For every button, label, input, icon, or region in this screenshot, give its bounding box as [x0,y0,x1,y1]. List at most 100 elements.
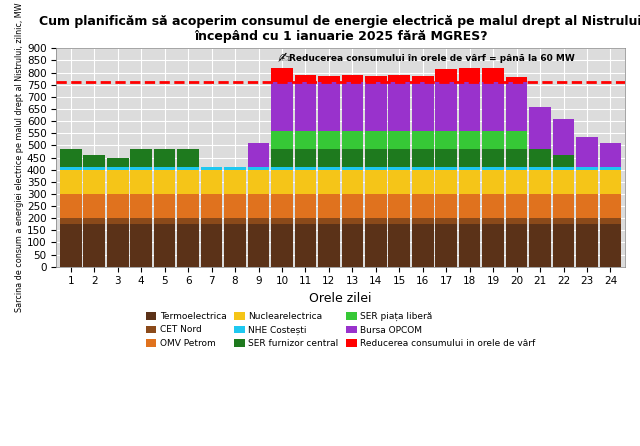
Bar [177,167,199,169]
Bar [224,218,246,224]
Bar [107,224,129,267]
Bar [107,169,129,194]
Bar [248,169,269,194]
Bar [60,149,81,167]
Bar [412,83,433,131]
Bar [131,169,152,194]
Bar [271,194,292,218]
Bar [224,169,246,194]
Bar [318,131,340,149]
Bar [294,83,316,131]
Bar [365,131,387,149]
Bar [459,167,481,169]
Bar [248,224,269,267]
Bar [177,218,199,224]
Bar [365,224,387,267]
Bar [600,169,621,194]
Bar [131,149,152,167]
Bar [83,169,105,194]
Bar [483,169,504,194]
Bar [83,194,105,218]
Bar [483,131,504,149]
Bar [388,83,410,131]
Bar [131,194,152,218]
Y-axis label: Sarcina de consum a energiei electrice pe malul drept al Nistrului, zilnic, MW: Sarcina de consum a energiei electrice p… [15,3,24,312]
Bar [248,143,269,167]
Bar [224,224,246,267]
Bar [529,218,551,224]
Bar [459,194,481,218]
Bar [154,149,175,167]
Bar [600,218,621,224]
Bar [154,224,175,267]
Bar [224,194,246,218]
Bar [529,169,551,194]
Bar [506,218,527,224]
Bar [576,224,598,267]
Bar [553,119,574,155]
Bar [271,83,292,131]
Bar [154,194,175,218]
Bar [435,194,457,218]
Bar [294,194,316,218]
Bar [365,194,387,218]
Bar [318,83,340,131]
Legend: Termoelectrica, CET Nord, OMV Petrom, Nuclearelectrica, NHE Costești, SER furniz: Termoelectrica, CET Nord, OMV Petrom, Nu… [142,308,540,352]
Bar [506,83,527,131]
Bar [342,75,363,83]
Bar [506,167,527,169]
Bar [388,167,410,169]
Bar [271,167,292,169]
Bar [412,169,433,194]
Bar [435,69,457,83]
Bar [529,149,551,167]
Bar [576,167,598,169]
Bar [576,194,598,218]
Bar [248,194,269,218]
Bar [131,224,152,267]
Bar [483,218,504,224]
Bar [318,76,340,83]
Bar [318,167,340,169]
Bar [506,131,527,149]
Bar [224,167,246,169]
Bar [177,224,199,267]
Title: Cum planificăm să acoperim consumul de energie electrică pe malul drept al Nistr: Cum planificăm să acoperim consumul de e… [40,15,640,43]
Bar [459,68,481,83]
Bar [342,194,363,218]
Bar [271,68,292,83]
Bar [553,169,574,194]
Bar [294,224,316,267]
Bar [529,224,551,267]
Bar [248,167,269,169]
Bar [553,167,574,169]
Bar [435,131,457,149]
Bar [388,218,410,224]
Bar [107,157,129,167]
Bar [553,155,574,167]
Bar [318,224,340,267]
Bar [459,149,481,167]
Bar [459,169,481,194]
Bar [271,131,292,149]
Bar [576,169,598,194]
Bar [388,75,410,83]
Bar [107,218,129,224]
Bar [412,224,433,267]
Bar [365,218,387,224]
Bar [107,167,129,169]
Bar [294,75,316,83]
Bar [435,218,457,224]
Text: Reducerea consumului în orele de vârf = până la 60 MW: Reducerea consumului în orele de vârf = … [289,54,575,62]
Bar [459,83,481,131]
Bar [107,194,129,218]
Bar [435,149,457,167]
Bar [365,83,387,131]
Bar [412,76,433,83]
Bar [412,149,433,167]
Bar [294,131,316,149]
Bar [154,167,175,169]
Bar [83,155,105,167]
Bar [271,224,292,267]
Bar [318,169,340,194]
